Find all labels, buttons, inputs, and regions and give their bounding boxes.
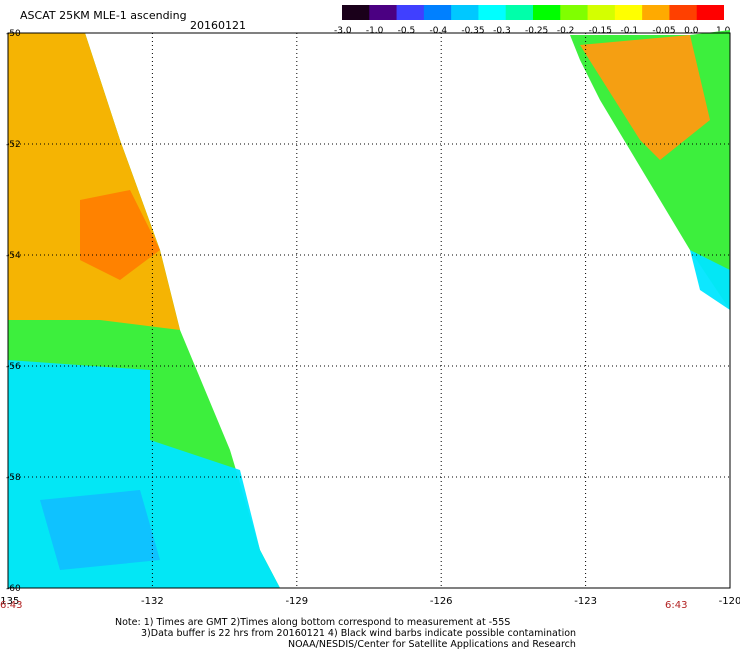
swath-region [40, 490, 160, 570]
colorbar-tick-label: -1.0 [365, 26, 384, 36]
colorbar-tick-label: -3.0 [334, 26, 352, 36]
colorbar-segment [533, 5, 561, 20]
y-tick-label: -52 [6, 140, 21, 150]
time-label: 6:43 [0, 600, 22, 611]
y-tick-label: -56 [6, 362, 21, 372]
y-tick-label: -58 [6, 473, 21, 483]
colorbar-tick-label: -0.1 [620, 26, 639, 36]
note-line-2: 3)Data buffer is 22 hrs from 20160121 4)… [141, 628, 577, 639]
swath-region [580, 35, 710, 160]
swath-region [80, 190, 160, 280]
chart-date: 20160121 [190, 19, 246, 32]
x-tick-label: -123 [574, 596, 597, 607]
colorbar-tick-label: -0.05 [652, 26, 676, 36]
colorbar-tick-label: -0.15 [588, 26, 612, 36]
swath-region [8, 33, 180, 330]
chart-title: ASCAT 25KM MLE-1 ascending [20, 9, 187, 22]
note-line-3: NOAA/NESDIS/Center for Satellite Applica… [288, 639, 576, 650]
colorbar-segment [505, 5, 534, 20]
colorbar-tick-label: -0.2 [556, 26, 575, 36]
colorbar-tick-label: 0.0 [684, 26, 699, 36]
colorbar-segment [369, 5, 398, 20]
colorbar-segment [478, 5, 507, 20]
colorbar-segment [451, 5, 480, 20]
colorbar-segment [642, 5, 671, 20]
colorbar-segment [396, 5, 425, 20]
colorbar-segment [696, 5, 724, 20]
colorbar-segment [587, 5, 616, 20]
colorbar-tick-label: -0.35 [461, 26, 485, 36]
colorbar-segment [669, 5, 698, 20]
colorbar-segment [614, 5, 643, 20]
y-tick-label: -50 [6, 29, 21, 39]
x-tick-label: -132 [141, 596, 164, 607]
colorbar-labels: -3.0 -1.0 -0.5 -0.4 -0.35 -0.3 -0.25 -0.2 -0.15-… [330, 26, 740, 40]
x-tick-label: -126 [430, 596, 453, 607]
plot-frame [7, 32, 731, 589]
x-tick-label: -135 [0, 596, 19, 607]
time-label: 6:43 [665, 600, 687, 611]
colorbar-segment [342, 5, 370, 20]
colorbar [342, 5, 724, 20]
colorbar-segment [560, 5, 589, 20]
y-tick-label: -60 [6, 584, 21, 594]
colorbar-tick-label: -0.25 [525, 26, 549, 36]
x-tick-label: -120 [719, 596, 740, 607]
y-tick-label: -54 [6, 251, 21, 261]
swath-region [690, 250, 730, 310]
colorbar-tick-label: -0.3 [493, 26, 511, 36]
colorbar-tick-label: -0.5 [397, 26, 416, 36]
colorbar-segment [423, 5, 452, 20]
note-line-1: Note: 1) Times are GMT 2)Times along bot… [115, 617, 511, 628]
colorbar-tick-label: -0.4 [429, 26, 448, 36]
x-tick-label: -129 [285, 596, 308, 607]
